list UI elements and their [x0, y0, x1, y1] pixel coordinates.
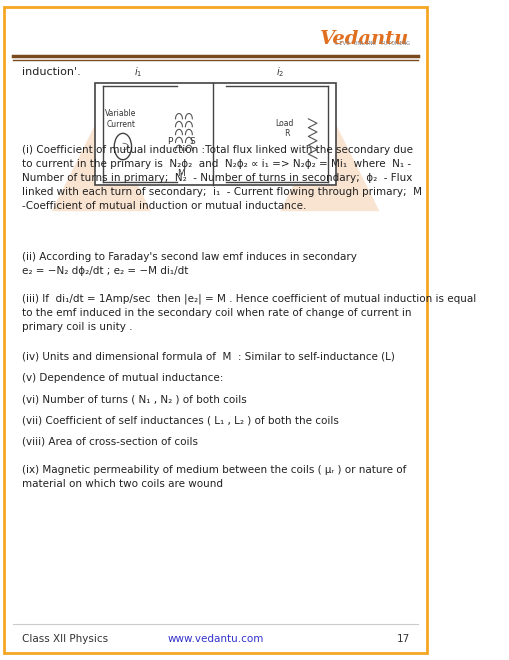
Text: (vii) Coefficient of self inductances ( L₁ , L₂ ) of both the coils: (vii) Coefficient of self inductances ( … — [21, 415, 338, 425]
Text: M: M — [177, 169, 185, 178]
Text: P: P — [167, 137, 172, 147]
Text: (iii) If  di₁/dt = 1Amp/sec  then |e₂| = M . Hence coefficient of mutual inducti: (iii) If di₁/dt = 1Amp/sec then |e₂| = M… — [21, 294, 475, 332]
Text: (iv) Units and dimensional formula of  M  : Similar to self-inductance (L): (iv) Units and dimensional formula of M … — [21, 352, 393, 362]
Text: (vi) Number of turns ( N₁ , N₂ ) of both coils: (vi) Number of turns ( N₁ , N₂ ) of both… — [21, 394, 246, 404]
Polygon shape — [280, 112, 379, 211]
Text: Class XII Physics: Class XII Physics — [21, 634, 107, 644]
Text: Vedantu: Vedantu — [320, 30, 409, 48]
Text: (ii) According to Faraday's second law emf induces in secondary
e₂ = −N₂ dϕ₂/dt : (ii) According to Faraday's second law e… — [21, 252, 356, 276]
Text: $i_1$: $i_1$ — [133, 65, 142, 79]
Text: Load
   R: Load R — [275, 119, 293, 139]
Text: S: S — [189, 137, 195, 147]
Text: (viii) Area of cross-section of coils: (viii) Area of cross-section of coils — [21, 436, 197, 446]
FancyBboxPatch shape — [4, 7, 426, 653]
Text: induction'.: induction'. — [21, 67, 80, 77]
Text: LIVE ONLINE TUTORING: LIVE ONLINE TUTORING — [334, 41, 409, 46]
Text: (v) Dependence of mutual inductance:: (v) Dependence of mutual inductance: — [21, 373, 222, 383]
Text: Variable
Current: Variable Current — [105, 109, 136, 129]
Text: www.vedantu.com: www.vedantu.com — [167, 634, 263, 644]
FancyBboxPatch shape — [95, 82, 336, 185]
Polygon shape — [51, 112, 151, 211]
Text: (i) Coefficient of mutual induction :Total flux linked with the secondary due
to: (i) Coefficient of mutual induction :Tot… — [21, 145, 421, 211]
Text: 17: 17 — [395, 634, 409, 644]
Text: (ix) Magnetic permeability of medium between the coils ( μᵣ ) or nature of
mater: (ix) Magnetic permeability of medium bet… — [21, 465, 405, 489]
Text: $i_2$: $i_2$ — [276, 65, 284, 79]
